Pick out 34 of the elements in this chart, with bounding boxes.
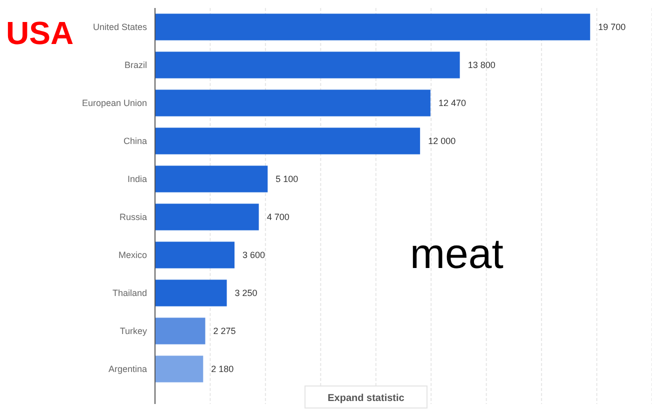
bar bbox=[155, 280, 227, 306]
bar bbox=[155, 242, 235, 268]
y-tick-label: Mexico bbox=[118, 250, 147, 260]
bar bbox=[155, 52, 460, 78]
y-tick-label: Brazil bbox=[124, 60, 147, 70]
data-label: 19 700 bbox=[598, 22, 626, 32]
bar bbox=[155, 356, 204, 382]
bar bbox=[155, 14, 590, 40]
data-label: 5 100 bbox=[276, 174, 298, 184]
data-label: 4 700 bbox=[266, 212, 290, 222]
bar bbox=[155, 90, 430, 116]
y-tick-label: Thailand bbox=[112, 288, 147, 298]
y-tick-label: United States bbox=[92, 22, 148, 32]
y-tick-label: India bbox=[127, 174, 147, 184]
bar bbox=[155, 318, 206, 344]
y-tick-label: China bbox=[123, 136, 147, 146]
y-tick-label: Turkey bbox=[120, 326, 148, 336]
annotation: Expand statistic bbox=[328, 393, 405, 404]
expand-button: Expand statistic bbox=[304, 386, 428, 408]
y-tick-label: Argentina bbox=[108, 364, 147, 374]
bar bbox=[155, 128, 420, 154]
text: USA bbox=[6, 15, 74, 51]
data-label: 3 250 bbox=[234, 288, 258, 298]
y-tick-label: Russia bbox=[119, 212, 147, 222]
data-label: 13 800 bbox=[468, 60, 496, 70]
data-label: 3 600 bbox=[242, 250, 266, 260]
bar bbox=[155, 166, 268, 192]
data-label: 12 000 bbox=[428, 136, 456, 146]
bar bbox=[155, 204, 259, 230]
y-tick-label: European Union bbox=[82, 98, 147, 108]
data-label: 2 180 bbox=[211, 364, 234, 374]
data-label: 2 275 bbox=[213, 326, 236, 336]
data-label: 12 470 bbox=[438, 98, 466, 108]
annotation: meat bbox=[410, 230, 504, 277]
